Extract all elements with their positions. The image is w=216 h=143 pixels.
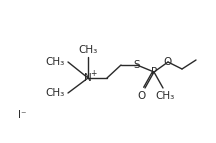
Text: N: N bbox=[84, 73, 92, 83]
Text: CH₃: CH₃ bbox=[155, 91, 175, 101]
Text: CH₃: CH₃ bbox=[78, 45, 98, 55]
Text: O: O bbox=[137, 91, 145, 101]
Text: +: + bbox=[90, 68, 96, 78]
Text: I⁻: I⁻ bbox=[18, 110, 27, 120]
Text: S: S bbox=[134, 60, 140, 70]
Text: CH₃: CH₃ bbox=[46, 88, 65, 98]
Text: P: P bbox=[151, 67, 157, 77]
Text: O: O bbox=[164, 57, 172, 67]
Text: CH₃: CH₃ bbox=[46, 57, 65, 67]
